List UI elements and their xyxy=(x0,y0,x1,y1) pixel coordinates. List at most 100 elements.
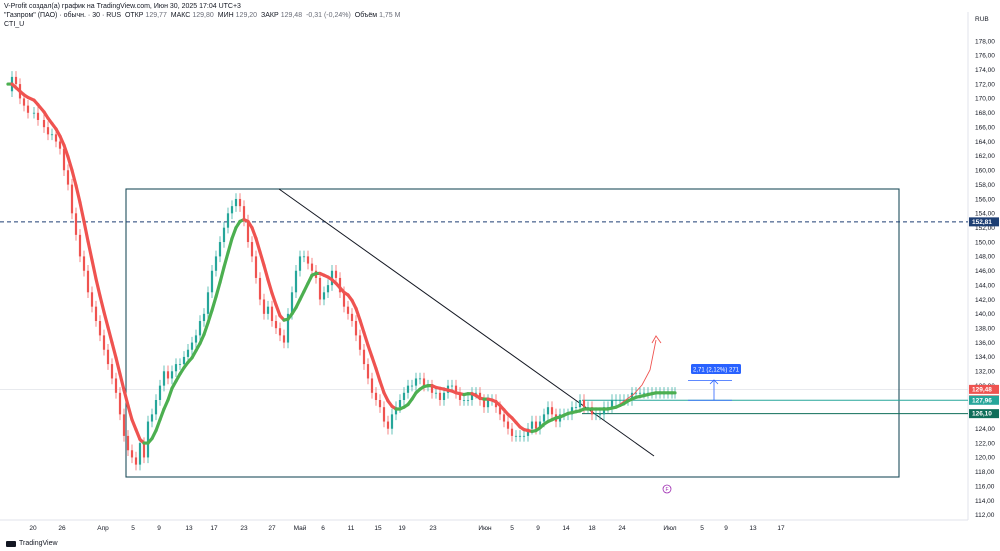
wave-indicator-segment xyxy=(66,155,74,172)
x-tick-label: 6 xyxy=(321,525,325,532)
candle-body xyxy=(234,198,238,207)
candle-body xyxy=(530,421,534,429)
candle-body xyxy=(498,407,502,415)
wave-indicator-segment xyxy=(270,291,278,307)
x-tick-label: 17 xyxy=(210,525,218,532)
y-tick-label: 150,00 xyxy=(975,239,995,246)
candle-body xyxy=(266,306,270,314)
candle-body xyxy=(110,364,114,379)
candle-body xyxy=(210,270,214,293)
candle-body xyxy=(142,443,146,458)
wave-indicator-segment xyxy=(266,278,274,295)
y-tick-label: 146,00 xyxy=(975,268,995,275)
x-tick-label: 5 xyxy=(510,525,514,532)
candle-body xyxy=(106,349,110,365)
candle-body xyxy=(70,184,74,214)
currency-label: RUB xyxy=(975,16,989,23)
candle-body xyxy=(222,227,226,243)
candle-body xyxy=(538,421,542,429)
x-tick-label: 9 xyxy=(724,525,728,532)
candle-body xyxy=(230,206,234,214)
candle-body xyxy=(78,234,82,257)
candle-body xyxy=(550,407,554,415)
candle-body xyxy=(32,112,36,114)
candle-body xyxy=(174,364,178,372)
candle-body xyxy=(186,349,190,357)
wave-indicator-segment xyxy=(62,143,70,159)
y-tick-label: 118,00 xyxy=(975,469,995,476)
candle-body xyxy=(274,321,278,329)
wave-indicator-segment xyxy=(94,277,102,298)
x-tick-label: Май xyxy=(294,524,307,532)
candle-body xyxy=(634,392,638,394)
candle-body xyxy=(522,435,526,437)
wave-indicator-segment xyxy=(250,226,258,241)
wave-indicator-segment xyxy=(354,306,362,322)
ohlc-high-value: 129,80 xyxy=(192,12,214,19)
candle-body xyxy=(162,371,166,386)
wave-indicator-segment xyxy=(70,168,78,188)
candle-body xyxy=(326,285,330,293)
wave-indicator-segment xyxy=(90,258,98,281)
candle-body xyxy=(366,364,370,379)
price-axis-label-box xyxy=(969,384,999,394)
candle-body xyxy=(282,335,286,343)
candle-body xyxy=(510,428,514,436)
candle-body xyxy=(298,256,302,271)
candle-body xyxy=(394,407,398,415)
y-tick-label: 156,00 xyxy=(975,196,995,203)
candle-body xyxy=(206,292,210,314)
y-tick-label: 164,00 xyxy=(975,139,995,146)
x-tick-label: 11 xyxy=(348,525,355,532)
y-tick-label: 124,00 xyxy=(975,426,995,433)
candle-body xyxy=(410,385,414,387)
candle-body xyxy=(66,170,70,185)
descending-trendline xyxy=(278,188,655,457)
candle-body xyxy=(202,313,206,322)
candle-body xyxy=(582,400,586,408)
candle-body xyxy=(442,392,446,400)
wave-indicator-segment xyxy=(126,403,134,422)
ohlc-low-value: 129,20 xyxy=(235,12,258,19)
x-tick-label: 23 xyxy=(240,525,248,532)
measure-label-text: 2,71 (2,12%) 271 xyxy=(693,368,740,374)
wave-indicator-segment xyxy=(166,386,174,402)
candle-body xyxy=(542,414,546,422)
ohlc-high-label: МАКС xyxy=(170,12,191,19)
candle-body xyxy=(614,400,618,401)
x-tick-label: 27 xyxy=(268,525,276,532)
candle-body xyxy=(486,400,490,408)
y-tick-label: 168,00 xyxy=(975,110,995,117)
x-tick-label: Июн xyxy=(478,525,492,532)
y-tick-label: 174,00 xyxy=(975,67,995,74)
forecast-arrow xyxy=(619,339,657,405)
symbol-line: "Газпром" (ПАО) · обычн. · 30 · RUS ОТКР… xyxy=(4,11,402,20)
candle-body xyxy=(278,328,282,336)
ohlc-close-label: ЗАКР xyxy=(261,12,279,19)
wave-indicator-segment xyxy=(258,250,266,267)
wave-indicator-segment xyxy=(214,280,222,299)
candle-body xyxy=(122,414,126,436)
x-tick-label: 9 xyxy=(157,525,161,532)
y-tick-label: 178,00 xyxy=(975,38,995,45)
candle-body xyxy=(598,414,602,416)
wave-indicator-segment xyxy=(378,379,386,395)
measure-label-box xyxy=(691,364,741,374)
y-tick-label: 142,00 xyxy=(975,297,995,304)
price-axis-label-box xyxy=(969,217,999,227)
candle-body xyxy=(134,457,138,465)
range-box xyxy=(125,188,900,478)
candle-body xyxy=(98,321,102,336)
candle-body xyxy=(22,98,26,106)
candle-body xyxy=(506,421,510,429)
wave-indicator-segment xyxy=(78,200,86,223)
wave-indicator-segment xyxy=(58,134,66,147)
candle-body xyxy=(434,392,438,394)
candle-body xyxy=(382,407,386,422)
measure-arrow-icon xyxy=(709,379,719,385)
candle-body xyxy=(590,407,594,415)
candle-body xyxy=(178,364,182,365)
candle-body xyxy=(402,392,406,400)
wave-indicator-segment xyxy=(74,183,82,205)
